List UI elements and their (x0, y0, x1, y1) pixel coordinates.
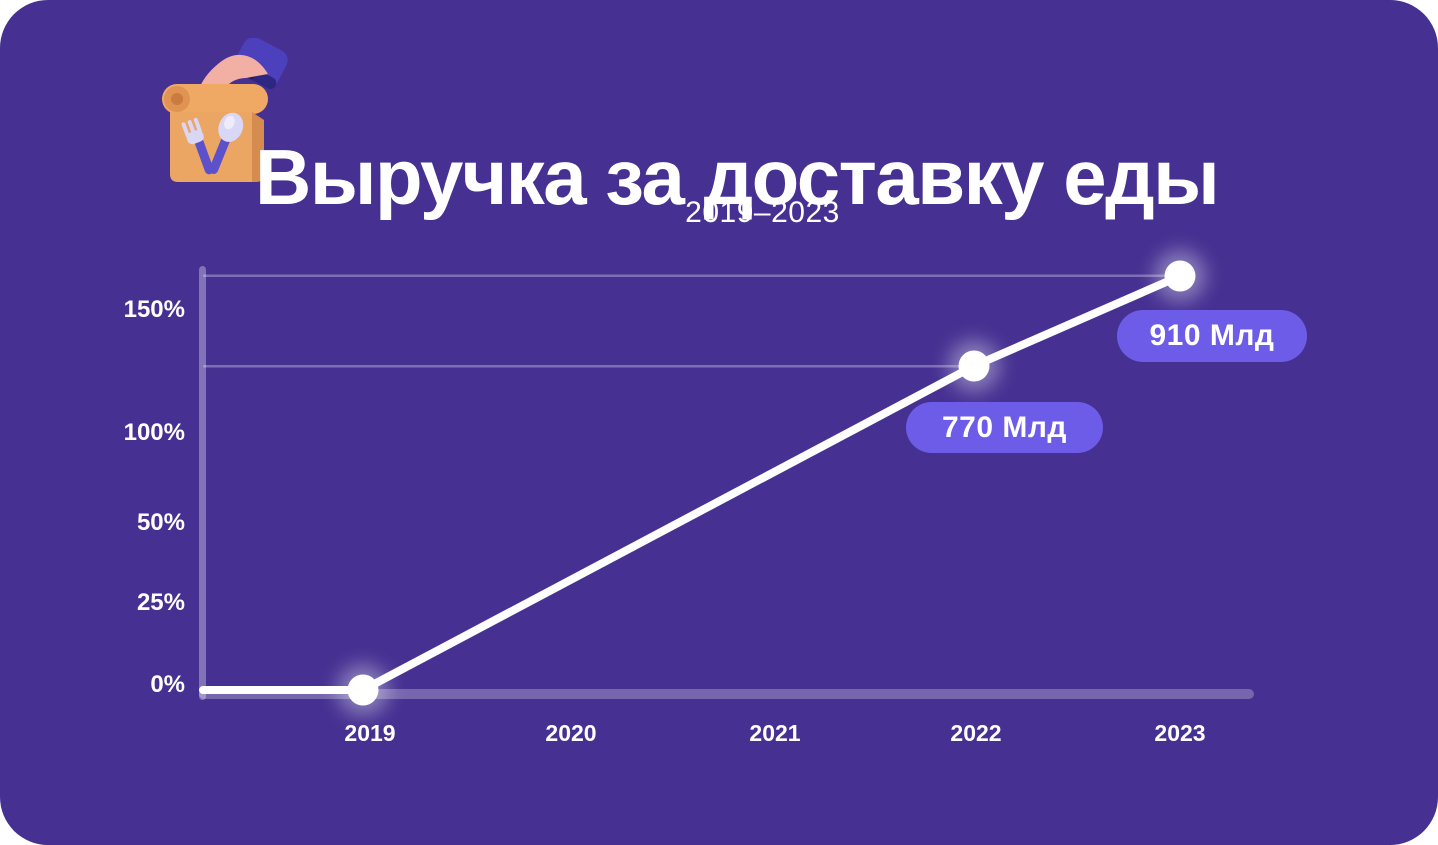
value-label-910: 910 Млд (1117, 310, 1307, 362)
fork-icon (181, 117, 214, 175)
food-delivery-bag-icon (162, 38, 288, 182)
x-axis-line (199, 689, 1254, 699)
y-tick-0: 0% (150, 671, 185, 698)
x-tick-2019: 2019 (344, 720, 396, 746)
x-tick-2023: 2023 (1154, 720, 1206, 746)
gridline-910 (203, 274, 1180, 277)
point-2023 (1164, 260, 1196, 292)
x-tick-2022: 2022 (950, 720, 1002, 746)
y-tick-50: 50% (136, 509, 185, 536)
y-tick-25: 25% (136, 589, 185, 616)
x-tick-2020: 2020 (545, 720, 597, 746)
bag-roll-spiral (171, 93, 183, 105)
gridline-770 (203, 365, 975, 368)
spoon-icon (209, 112, 244, 174)
page-title: Выручка за доставку еды (255, 133, 1220, 222)
point-2019 (347, 674, 379, 706)
value-label-770: 770 Млд (906, 402, 1103, 453)
y-tick-150: 150% (123, 296, 185, 323)
bag-roll (162, 84, 268, 114)
x-tick-2021: 2021 (749, 720, 801, 746)
y-tick-100: 100% (123, 419, 185, 446)
chart-subtitle: 2019–2023 (685, 196, 840, 229)
bag-side (252, 112, 264, 182)
y-axis-line (199, 266, 206, 700)
point-2022 (958, 350, 990, 382)
revenue-line (199, 272, 1184, 694)
